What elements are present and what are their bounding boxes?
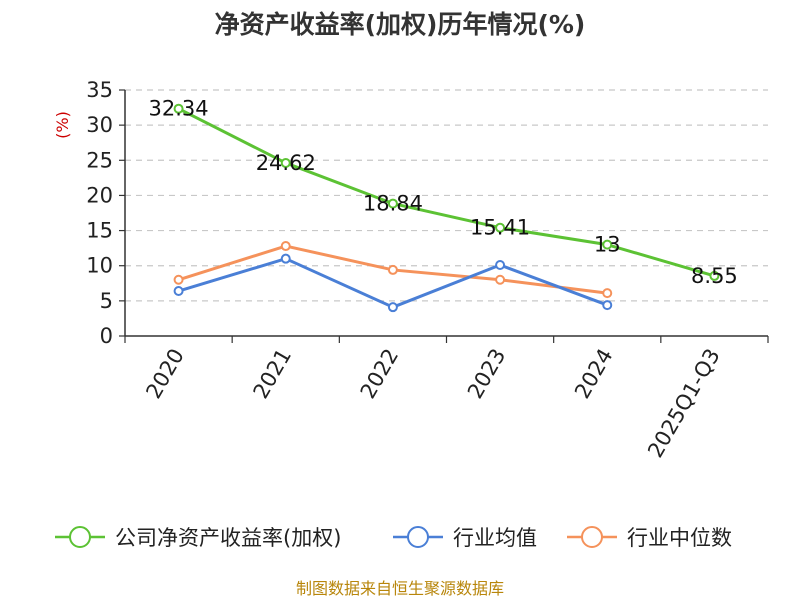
legend: 公司净资产收益率(加权) 行业均值 行业中位数 (55, 526, 732, 550)
chart-title: 净资产收益率(加权)历年情况(%) (215, 10, 586, 39)
x-tick-label: 2021 (249, 345, 297, 403)
y-tick-label: 30 (86, 113, 113, 137)
legend-label: 公司净资产收益率(加权) (115, 526, 341, 550)
data-point (173, 103, 184, 114)
x-tick-label: 2022 (356, 345, 404, 403)
y-tick-label: 25 (86, 148, 113, 172)
data-point (602, 288, 613, 299)
y-tick-labels: 0 5 10 15 20 25 30 35 (86, 78, 113, 348)
data-labels: 32.34 24.62 18.84 15.41 13 8.55 (149, 97, 738, 288)
data-point (387, 198, 398, 209)
data-point (495, 222, 506, 233)
series-line (177, 107, 715, 278)
y-tick-label: 20 (86, 183, 113, 207)
y-axis-unit: (%) (53, 111, 72, 139)
x-tick-labels: 2020 2021 2022 2023 2024 2025Q1-Q3 (141, 345, 724, 462)
legend-marker (581, 526, 603, 548)
grid-lines (119, 89, 768, 337)
source-note: 制图数据来自恒生聚源数据库 (296, 579, 504, 598)
data-point (602, 239, 613, 250)
y-tick-label: 5 (100, 289, 113, 313)
legend-label: 行业中位数 (627, 526, 732, 550)
data-point (387, 264, 398, 275)
y-tick-label: 15 (86, 219, 113, 243)
y-tick-label: 10 (86, 254, 113, 278)
data-point (173, 286, 184, 297)
data-point (280, 157, 291, 168)
data-point (280, 241, 291, 252)
x-tick-label: 2025Q1-Q3 (643, 345, 725, 462)
data-label: 32.34 (149, 97, 209, 121)
axes (124, 90, 769, 343)
y-tick-label: 35 (86, 78, 113, 102)
data-point (602, 300, 613, 311)
x-tick-label: 2023 (463, 345, 511, 403)
data-point (495, 260, 506, 271)
legend-marker (69, 526, 91, 548)
data-label: 24.62 (256, 151, 316, 175)
data-label: 13 (594, 233, 621, 257)
data-point (173, 274, 184, 285)
data-point (709, 270, 720, 281)
legend-marker (407, 526, 429, 548)
legend-label: 行业均值 (453, 526, 537, 550)
x-tick-label: 2020 (141, 345, 189, 403)
data-label: 18.84 (363, 192, 423, 216)
data-point (280, 253, 291, 264)
data-label: 8.55 (691, 264, 738, 288)
data-point (387, 302, 398, 313)
y-tick-label: 0 (100, 324, 113, 348)
series-layer (173, 103, 720, 313)
data-label: 15.41 (470, 216, 530, 240)
data-point (495, 274, 506, 285)
x-tick-label: 2024 (570, 345, 618, 403)
